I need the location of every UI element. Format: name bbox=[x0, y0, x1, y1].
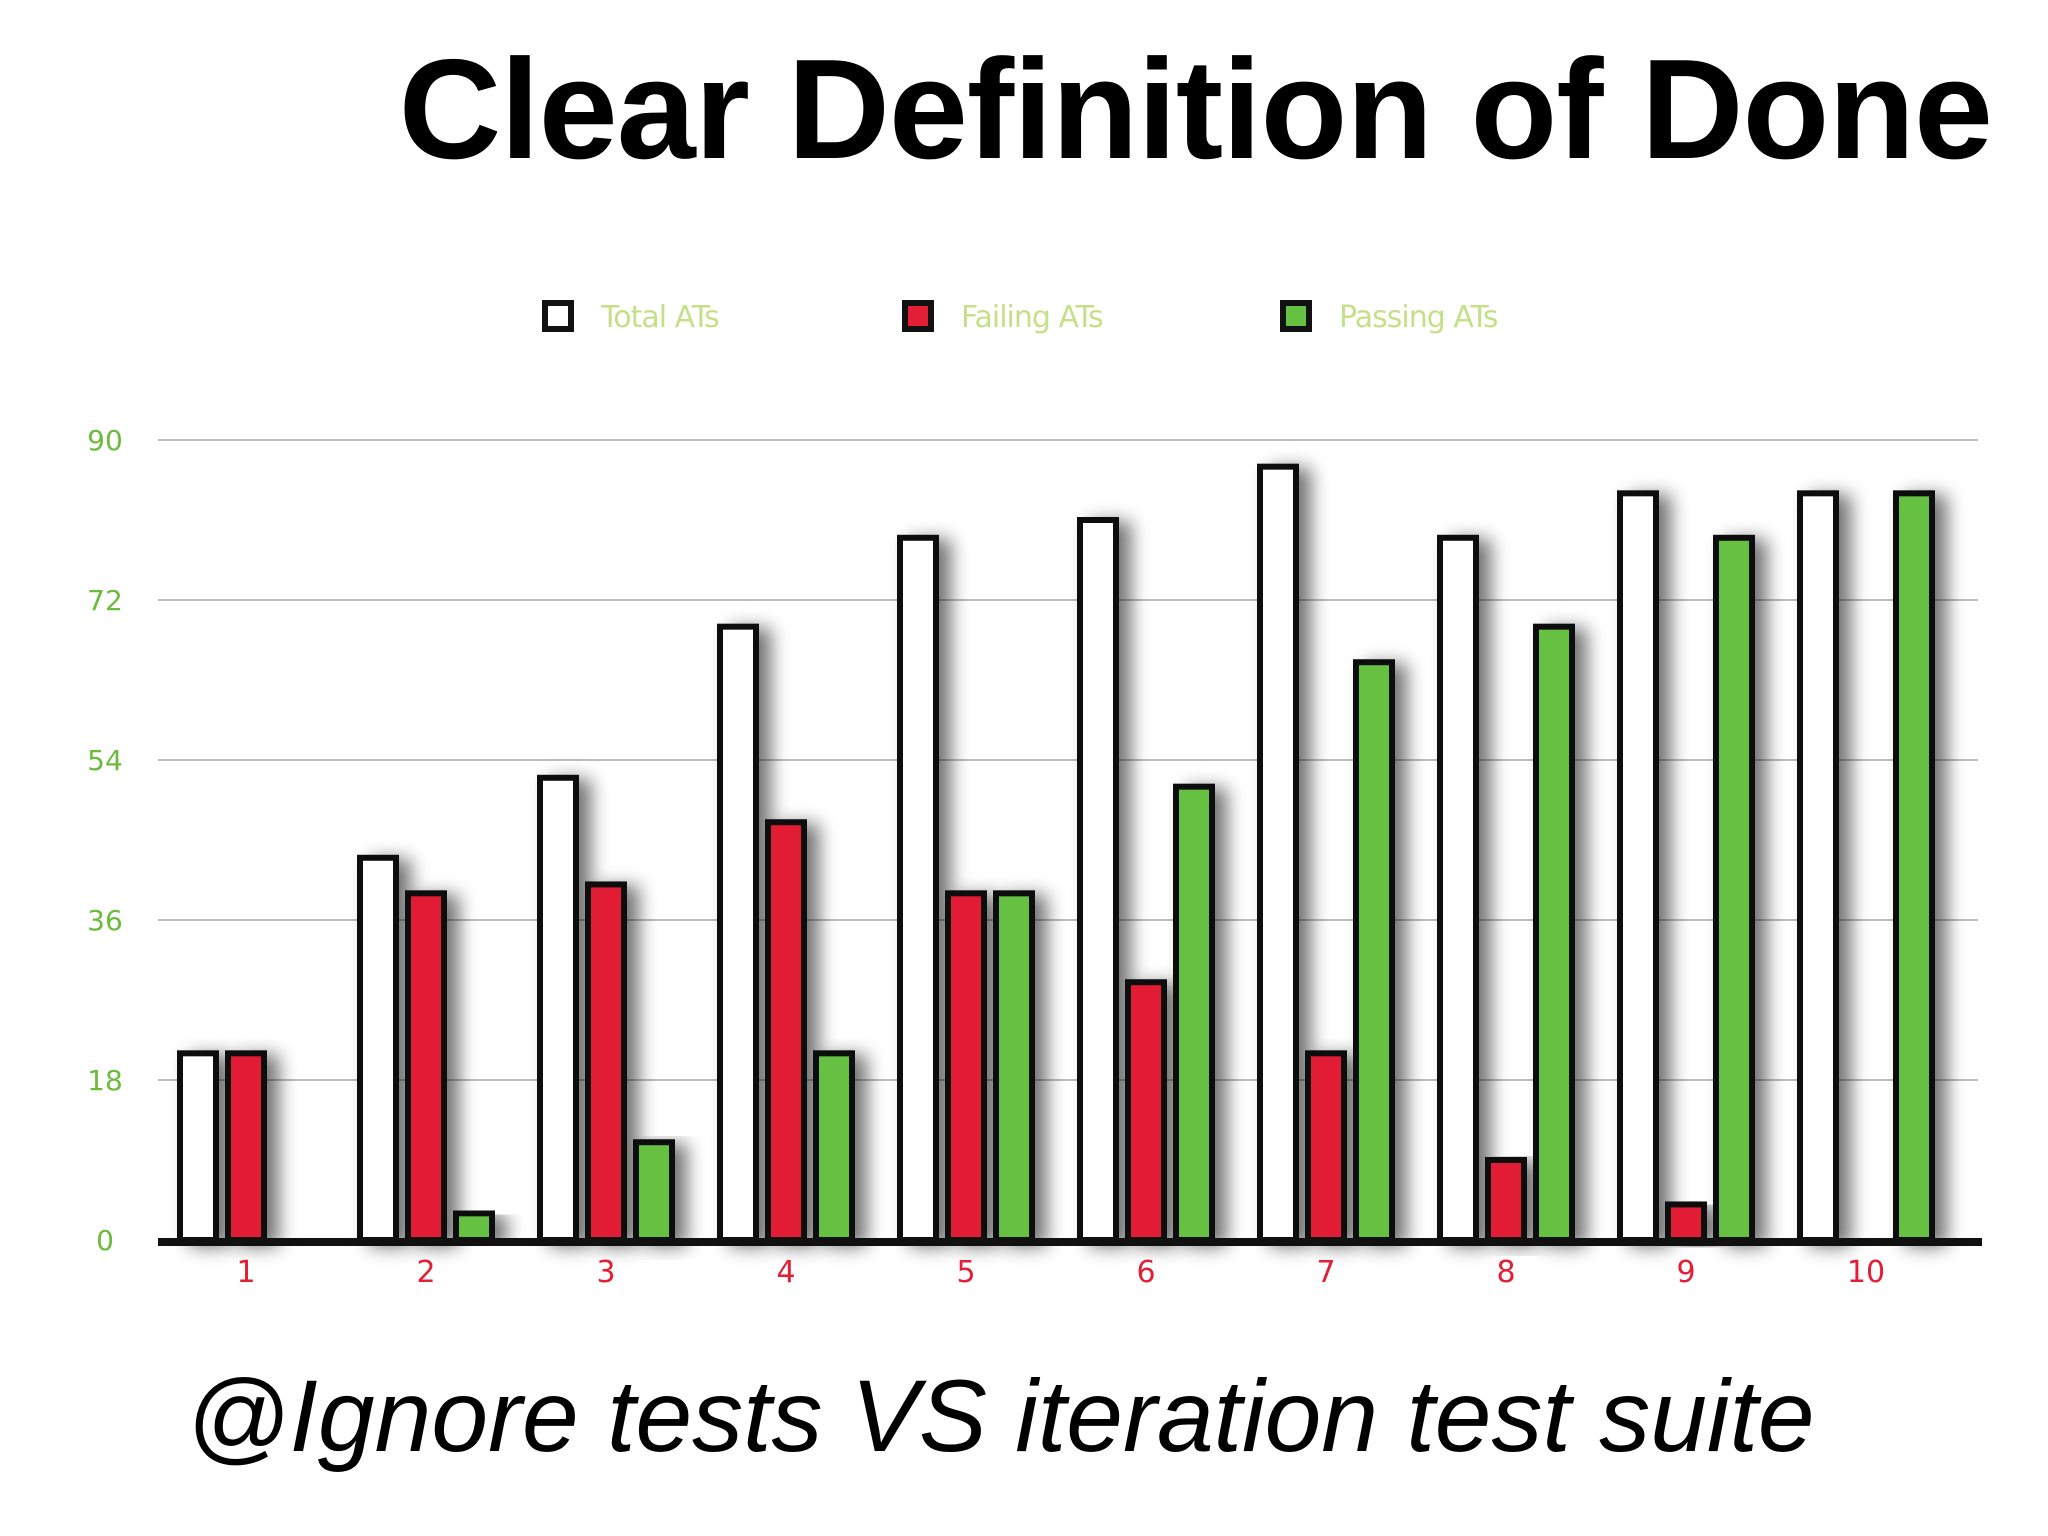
bars bbox=[177, 463, 1935, 1244]
bar-total-ats-10 bbox=[1797, 490, 1839, 1244]
legend-label: Failing ATs bbox=[961, 300, 1103, 335]
slide-caption: @Ignore tests VS iteration test suite bbox=[186, 1359, 1815, 1473]
x-tick-label: 10 bbox=[1847, 1255, 1885, 1290]
bar-total-ats-2 bbox=[357, 854, 399, 1243]
bar-failing-ats-7 bbox=[1305, 1050, 1347, 1244]
x-tick-label: 3 bbox=[596, 1255, 615, 1290]
x-tick-label: 7 bbox=[1316, 1255, 1335, 1290]
legend-label: Total ATs bbox=[600, 300, 719, 335]
bar-passing-ats-8 bbox=[1533, 623, 1575, 1243]
y-tick-label: 90 bbox=[87, 424, 123, 457]
bar-total-ats-9 bbox=[1617, 490, 1659, 1244]
bar-failing-ats-2 bbox=[405, 890, 447, 1243]
slide-title: Clear Definition of Done bbox=[398, 30, 1993, 189]
bar-total-ats-7 bbox=[1257, 463, 1299, 1243]
bar-passing-ats-10 bbox=[1893, 490, 1935, 1244]
bar-passing-ats-9 bbox=[1713, 534, 1755, 1243]
y-tick-label: 0 bbox=[96, 1224, 114, 1257]
bar-passing-ats-7 bbox=[1353, 659, 1395, 1243]
bar-passing-ats-6 bbox=[1173, 783, 1215, 1244]
legend-item-failing-ats: Failing ATs bbox=[902, 300, 1104, 335]
legend-swatch bbox=[1280, 300, 1312, 332]
x-axis-ticks: 1 2 3 4 5 6 7 8 9 10 bbox=[236, 1255, 1885, 1290]
bar-passing-ats-2 bbox=[453, 1210, 495, 1244]
bar-failing-ats-3 bbox=[585, 881, 627, 1243]
bar-total-ats-8 bbox=[1437, 534, 1479, 1243]
y-tick-label: 54 bbox=[87, 744, 123, 777]
y-tick-label: 36 bbox=[87, 904, 123, 937]
legend-swatch bbox=[902, 300, 934, 332]
bar-total-ats-5 bbox=[897, 534, 939, 1243]
bar-failing-ats-4 bbox=[765, 819, 807, 1243]
bar-passing-ats-3 bbox=[633, 1139, 675, 1243]
bar-passing-ats-5 bbox=[993, 890, 1035, 1243]
bar-failing-ats-1 bbox=[225, 1050, 267, 1244]
chart-legend: Total ATs Failing ATs Passing ATs bbox=[542, 300, 1499, 335]
legend-label: Passing ATs bbox=[1339, 300, 1498, 335]
y-axis-ticks: 0 18 36 54 72 90 bbox=[87, 424, 123, 1257]
bar-failing-ats-5 bbox=[945, 890, 987, 1243]
bar-total-ats-3 bbox=[537, 774, 579, 1243]
legend-item-passing-ats: Passing ATs bbox=[1280, 300, 1499, 335]
y-tick-label: 18 bbox=[87, 1064, 123, 1097]
x-tick-label: 8 bbox=[1496, 1255, 1515, 1290]
x-tick-label: 6 bbox=[1136, 1255, 1155, 1290]
x-tick-label: 9 bbox=[1676, 1255, 1695, 1290]
x-tick-label: 4 bbox=[776, 1255, 795, 1290]
legend-swatch bbox=[542, 300, 574, 332]
bar-total-ats-4 bbox=[717, 623, 759, 1243]
grid-lines bbox=[158, 439, 1978, 1081]
bar-total-ats-6 bbox=[1077, 517, 1119, 1243]
x-tick-label: 1 bbox=[236, 1255, 255, 1290]
bar-failing-ats-8 bbox=[1485, 1157, 1527, 1243]
bar-failing-ats-9 bbox=[1665, 1201, 1707, 1244]
x-tick-label: 5 bbox=[956, 1255, 975, 1290]
legend-item-total-ats: Total ATs bbox=[542, 300, 720, 335]
y-tick-label: 72 bbox=[87, 584, 123, 617]
bar-total-ats-1 bbox=[177, 1050, 219, 1244]
bar-passing-ats-4 bbox=[813, 1050, 855, 1244]
bar-failing-ats-6 bbox=[1125, 979, 1167, 1243]
x-tick-label: 2 bbox=[416, 1255, 435, 1290]
